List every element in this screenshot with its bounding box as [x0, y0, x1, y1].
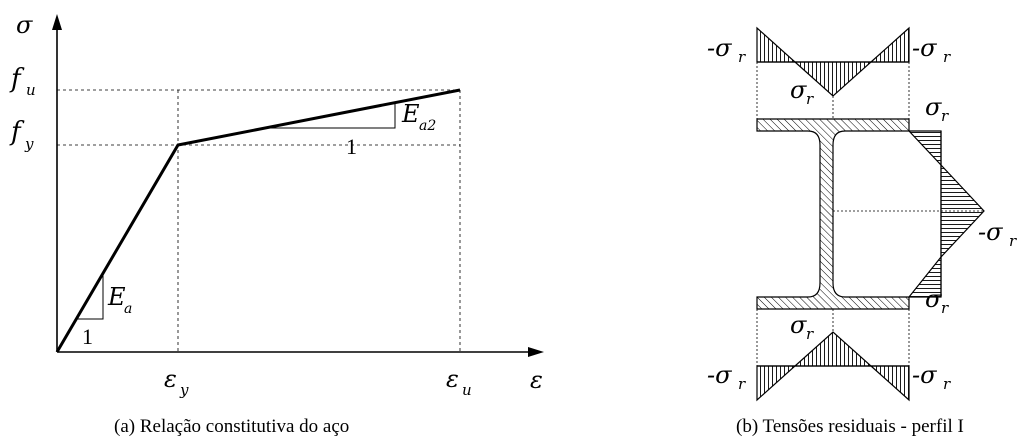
fu-subscript: u — [26, 81, 36, 99]
fy-label: f — [9, 117, 25, 147]
fu-label: f — [9, 64, 25, 94]
label-r-sub-right-bottom: r — [941, 299, 949, 317]
slope-one-elastic: 1 — [82, 324, 93, 349]
label-r-sub-top-center: r — [806, 90, 814, 108]
caption-b: (b) Tensões residuais - perfil I — [736, 416, 964, 438]
caption-a: (a) Relação constitutiva do aço — [114, 416, 349, 438]
i-section-profile — [757, 119, 909, 309]
epsilon-axis-label: ε — [530, 366, 543, 394]
label-r-sub-right-top: r — [941, 107, 949, 125]
web-stress-upper-region — [909, 131, 941, 165]
label-minus-sigma-r-bottom-left: -σ — [707, 361, 732, 389]
residual-stress-diagram: -σ r -σ r σ r σ r -σ r σ r σ r -σ r -σ r — [707, 28, 1017, 400]
label-sigma-r-right-top: σ — [925, 93, 942, 121]
label-r-sub-bottom-center: r — [806, 325, 814, 343]
label-r-sub-top-right: r — [943, 48, 951, 66]
label-minus-sigma-r-right-mid: -σ — [978, 218, 1003, 246]
ea-subscript: a — [124, 301, 132, 317]
bottom-stress-right-region — [871, 366, 909, 400]
x-axis-arrow — [528, 347, 544, 357]
eps-u-subscript: u — [462, 381, 472, 399]
top-stress-left-region — [757, 28, 795, 62]
sigma-axis-label: σ — [16, 11, 33, 39]
label-r-sub-right-mid: r — [1009, 232, 1017, 250]
label-r-sub-bottom-left: r — [738, 375, 746, 393]
label-minus-sigma-r-top-right: -σ — [912, 34, 937, 62]
label-minus-sigma-r-top-left: -σ — [707, 34, 732, 62]
eps-y-subscript: y — [179, 381, 189, 399]
label-sigma-r-right-bottom: σ — [925, 285, 942, 313]
label-minus-sigma-r-bottom-right: -σ — [912, 361, 937, 389]
ea2-label: E — [401, 100, 420, 128]
label-r-sub-top-left: r — [738, 48, 746, 66]
top-stress-right-region — [871, 28, 909, 62]
constitutive-curve — [57, 90, 460, 352]
stress-strain-diagram: σ ε f u f y ε y ε u E a 1 E a2 1 — [9, 11, 544, 399]
bottom-stress-left-region — [757, 366, 795, 400]
label-sigma-r-top-center: σ — [790, 76, 807, 104]
y-axis-arrow — [52, 14, 62, 30]
label-r-sub-bottom-right: r — [943, 375, 951, 393]
eps-y-label: ε — [164, 365, 177, 393]
ea2-subscript: a2 — [419, 118, 436, 134]
label-sigma-r-bottom-center: σ — [790, 311, 807, 339]
eps-u-label: ε — [446, 365, 459, 393]
fy-subscript: y — [24, 135, 34, 153]
slope-one-hardening: 1 — [346, 134, 357, 159]
